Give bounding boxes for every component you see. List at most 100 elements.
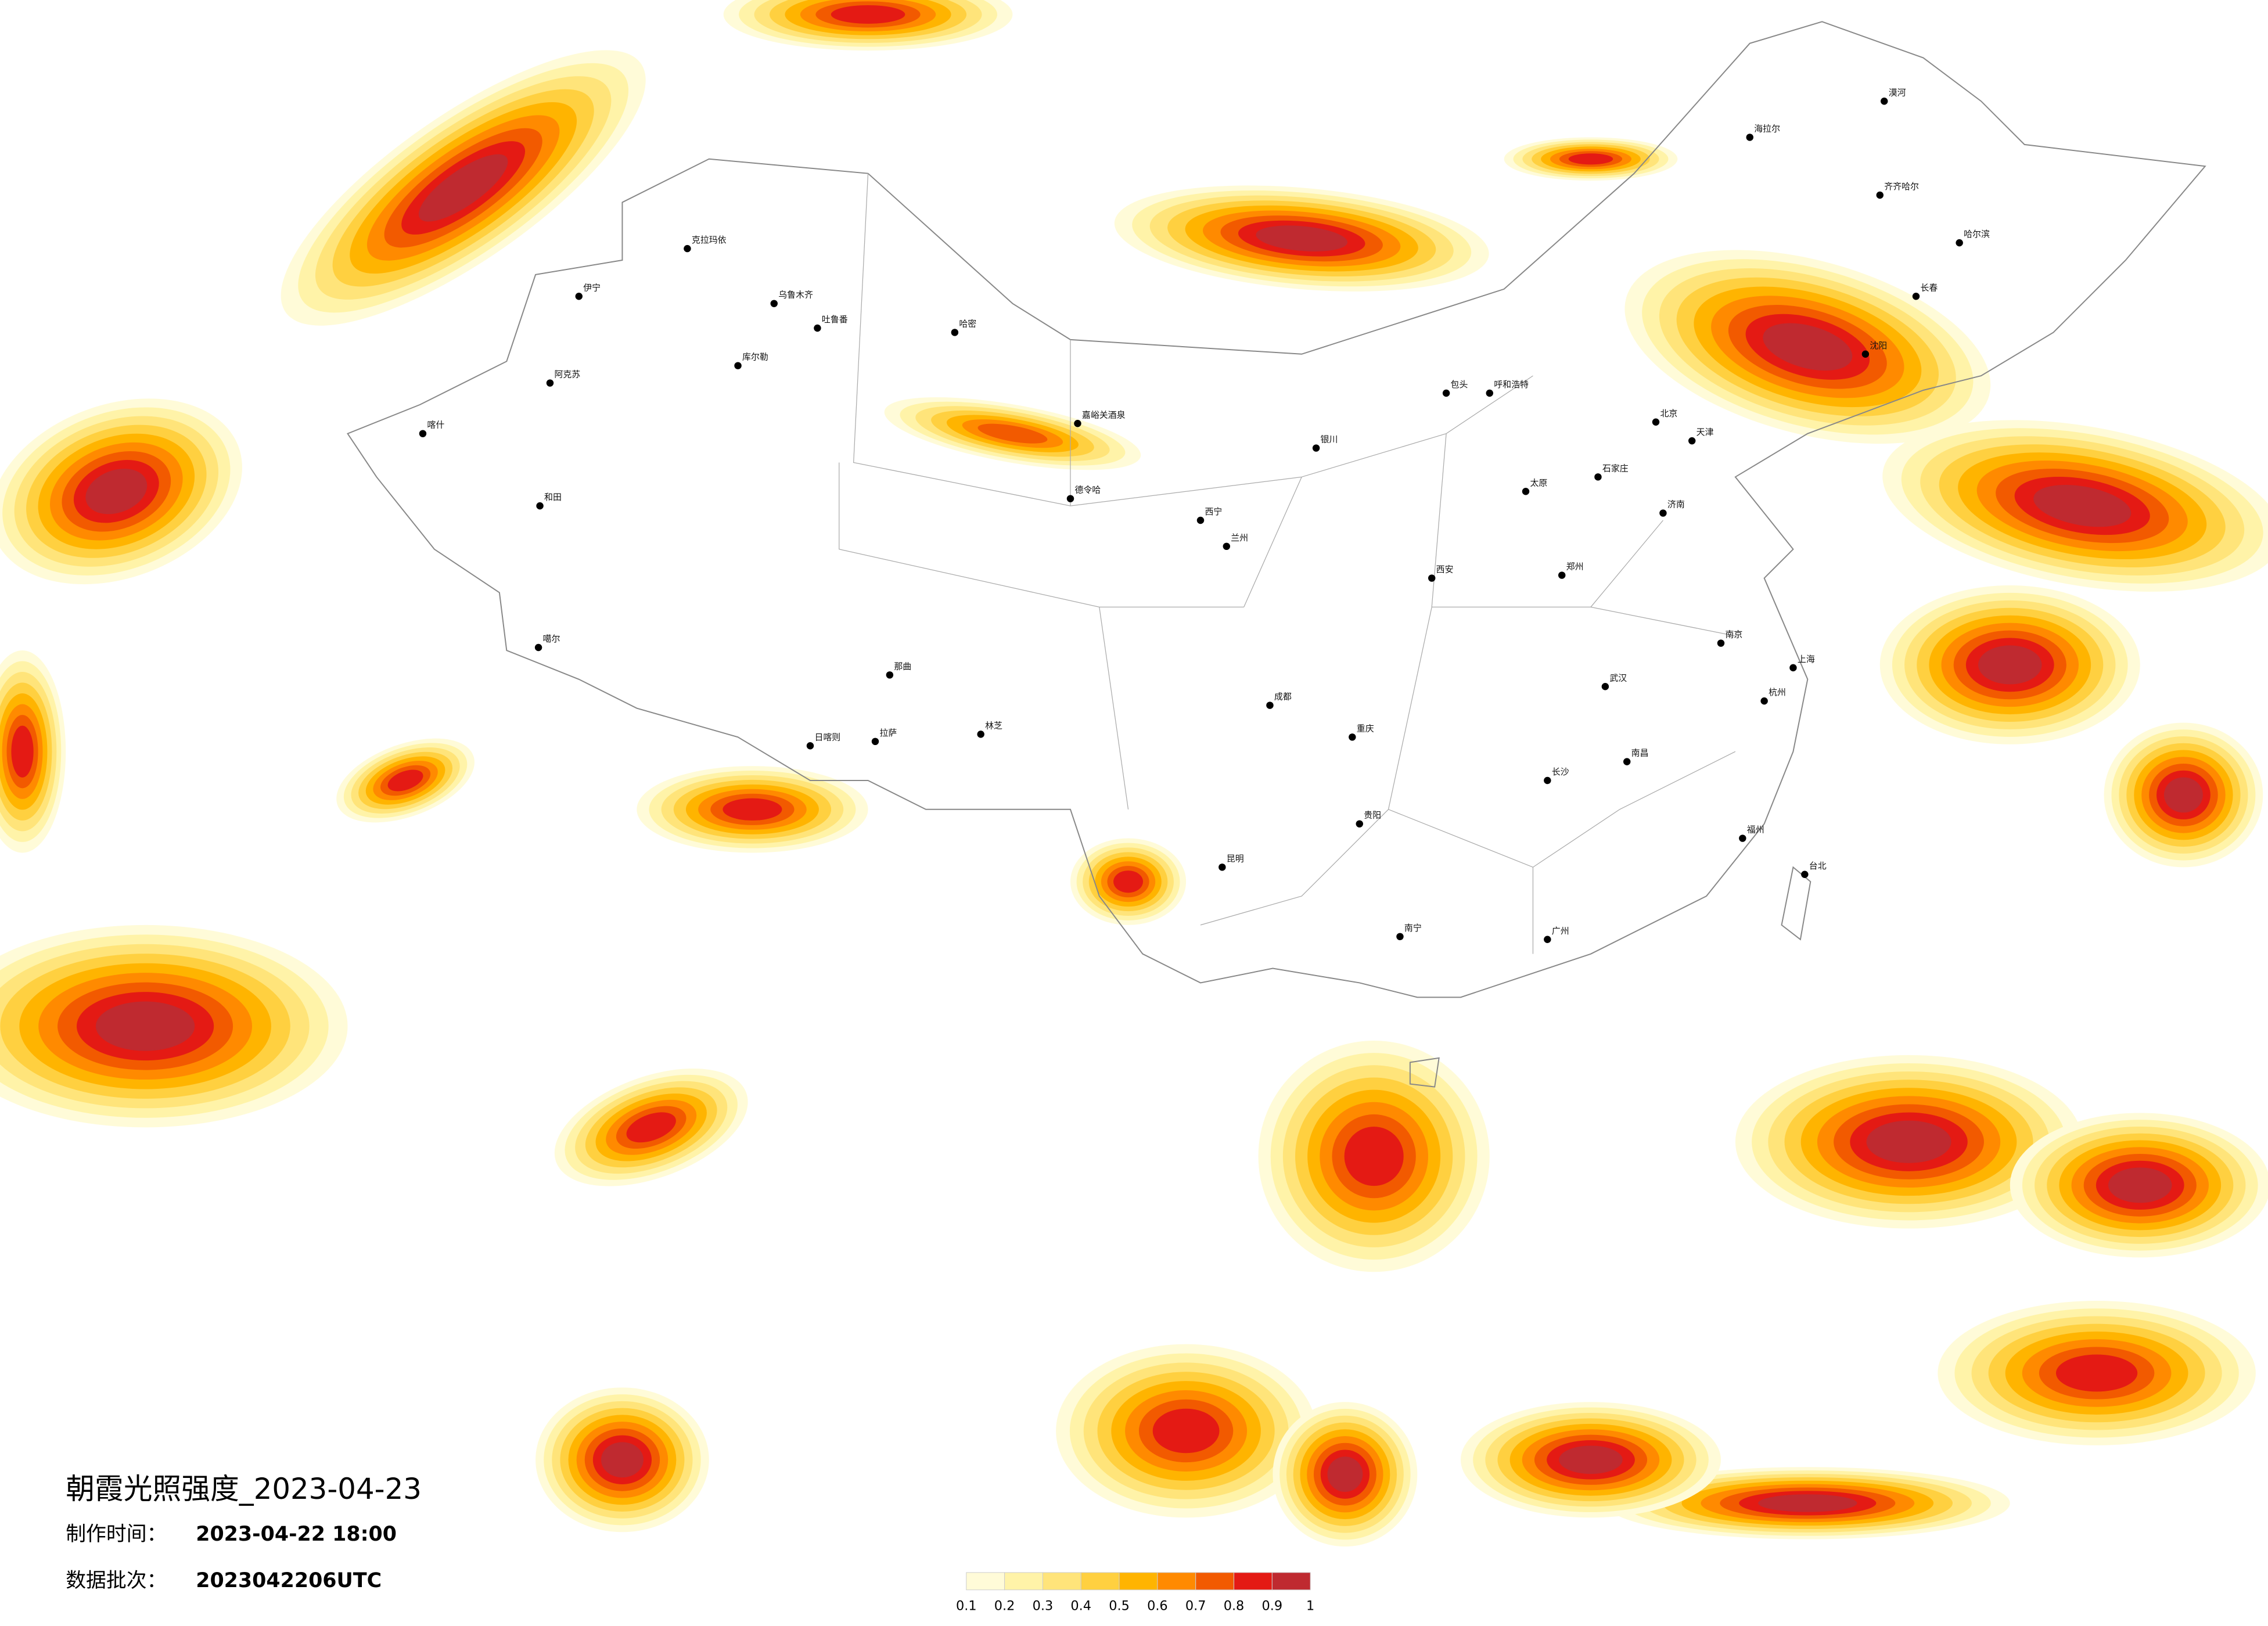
hainan-outline (1409, 1057, 1440, 1088)
city-label: 嘉峪关酒泉 (1082, 409, 1126, 420)
city-dot (977, 731, 984, 738)
city-dot (575, 293, 583, 300)
city-dot (770, 300, 778, 307)
city-dot (1688, 437, 1696, 445)
cloud-patch (95, 1001, 195, 1051)
cloud-patch (626, 1112, 676, 1143)
city-dot (1349, 733, 1356, 741)
city-dot (1442, 389, 1450, 397)
colorbar-tick-label: 0.6 (1147, 1599, 1168, 1614)
city-label: 包头 (1451, 379, 1468, 390)
title: 朝霞光照强度_2023-04-23 (66, 1472, 422, 1506)
city-label: 海拉尔 (1754, 123, 1780, 134)
city-dot (1956, 239, 1963, 247)
colorbar-swatch (1042, 1572, 1081, 1591)
cloud-patch (1568, 153, 1613, 165)
city-dot (734, 362, 742, 369)
inner-boundaries (839, 173, 1736, 954)
city-dot (1544, 776, 1551, 785)
cloud-patch (1327, 1456, 1363, 1492)
city-dot (1789, 664, 1797, 672)
city-dot (1717, 639, 1725, 647)
city-dot (1861, 350, 1870, 358)
colorbar-swatch (1119, 1572, 1158, 1591)
city-dot (1746, 134, 1753, 141)
city-dot (1659, 509, 1667, 517)
city-label: 那曲 (894, 661, 911, 671)
city-label: 德令哈 (1074, 485, 1101, 495)
colorbar-swatch (1004, 1572, 1043, 1591)
city-dot (534, 643, 542, 652)
city-label: 拉萨 (879, 728, 897, 738)
cloud-patch (11, 725, 34, 778)
batch-label: 数据批次： (66, 1569, 167, 1592)
city-dot (1266, 702, 1274, 709)
city-label: 吐鲁番 (822, 314, 848, 325)
city-label: 西宁 (1205, 506, 1222, 517)
city-label: 武汉 (1609, 672, 1627, 683)
city-dot (814, 324, 821, 332)
city-label: 西安 (1436, 564, 1454, 575)
colorbar-tick-label: 0.7 (1185, 1599, 1206, 1614)
city-dot (1074, 420, 1081, 427)
colorbar-tick-label: 0.3 (1033, 1599, 1054, 1614)
city-dot (1760, 697, 1768, 705)
city-label: 杭州 (1769, 687, 1786, 697)
cloud-patch (601, 1442, 644, 1478)
cloud-patch (1866, 1120, 1951, 1163)
weather-layer (0, 0, 2268, 1547)
city-label: 呼和浩特 (1494, 379, 1529, 390)
cloud-patch (977, 423, 1048, 444)
city-label: 长春 (1920, 282, 1938, 293)
city-dot (1801, 870, 1809, 878)
cloud-patch (2108, 1167, 2172, 1203)
colorbar-swatch (1195, 1572, 1235, 1591)
city-dot (1486, 389, 1493, 397)
cloud-patch (1559, 1445, 1623, 1474)
city-label: 日喀则 (814, 732, 840, 742)
cloud-patch (831, 5, 905, 24)
city-label: 哈尔滨 (1964, 229, 1990, 239)
colorbar-tick-label: 0.4 (1070, 1599, 1091, 1614)
city-label: 昆明 (1227, 853, 1244, 864)
city-dot (1223, 542, 1231, 551)
colorbar-swatch (1157, 1572, 1196, 1591)
cloud-patch (1256, 225, 1348, 251)
cloud-patch (1758, 1494, 1857, 1512)
city-dot (1876, 191, 1884, 199)
city-label: 济南 (1667, 499, 1685, 510)
city-label: 漠河 (1889, 87, 1906, 98)
city-dot (1312, 444, 1320, 452)
city-label: 喀什 (427, 420, 444, 430)
city-dot (886, 671, 894, 679)
city-label: 成都 (1274, 692, 1292, 702)
city-label: 郑州 (1566, 562, 1584, 572)
cloud-patch (1152, 1408, 1220, 1454)
city-label: 北京 (1660, 408, 1677, 419)
city-label: 克拉玛依 (692, 235, 727, 245)
cloud-patch (2163, 777, 2203, 813)
city-dot (536, 502, 544, 510)
city-label: 南宁 (1404, 923, 1422, 933)
cloud-patch (1978, 645, 2042, 685)
city-dot (871, 738, 879, 746)
city-label: 石家庄 (1602, 463, 1629, 473)
city-dot (1544, 936, 1551, 943)
city-label: 南京 (1725, 629, 1742, 640)
city-label: 贵阳 (1364, 810, 1381, 821)
cloud-patch (723, 798, 782, 821)
colorbar-swatch (966, 1572, 1005, 1591)
colorbar-tick-label: 0.8 (1224, 1599, 1245, 1614)
city-dot (684, 244, 691, 253)
colorbar-swatch (1080, 1572, 1120, 1591)
city-label: 兰州 (1231, 533, 1248, 543)
city-dot (1881, 98, 1888, 105)
city-label: 重庆 (1357, 723, 1374, 733)
colorbar-swatch (1234, 1572, 1273, 1591)
city-dot (419, 430, 427, 437)
batch: 2023042206UTC (196, 1569, 382, 1592)
colorbar-tick-label: 1 (1306, 1599, 1314, 1614)
city-label: 沈阳 (1870, 340, 1887, 351)
